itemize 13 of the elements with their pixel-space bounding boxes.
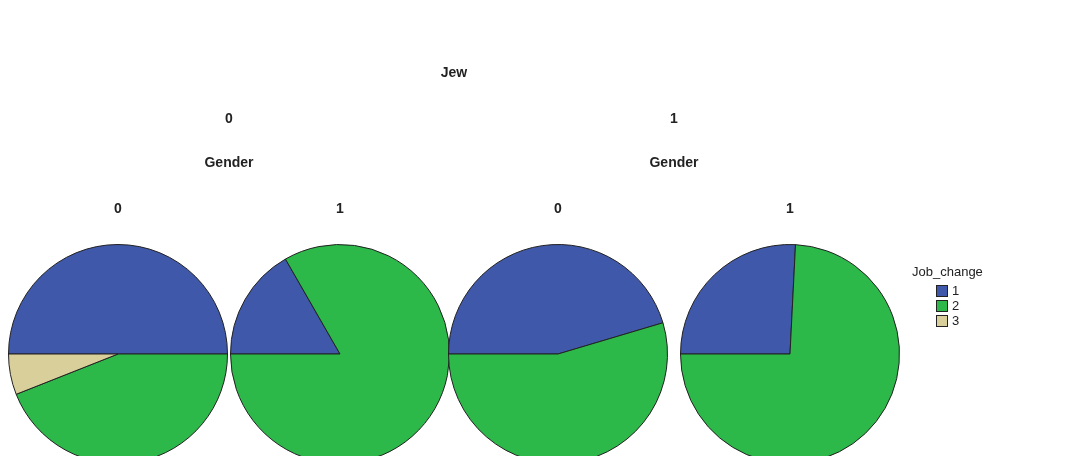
text: 0 [224, 110, 234, 126]
text: Gender [203, 154, 255, 170]
chart-title: 1 [335, 200, 345, 216]
text: 1 [669, 110, 679, 126]
text: Jew [439, 64, 469, 80]
legend-title: Job_change [912, 264, 983, 279]
slice-label: 1 [785, 200, 795, 216]
legend-label: 1 [952, 283, 960, 298]
chart-title: 0 [113, 200, 123, 216]
legend-label: 2 [952, 298, 960, 313]
text: Gender [648, 154, 700, 170]
chart-title: 0 [553, 200, 563, 216]
legend-label: 3 [952, 313, 960, 328]
